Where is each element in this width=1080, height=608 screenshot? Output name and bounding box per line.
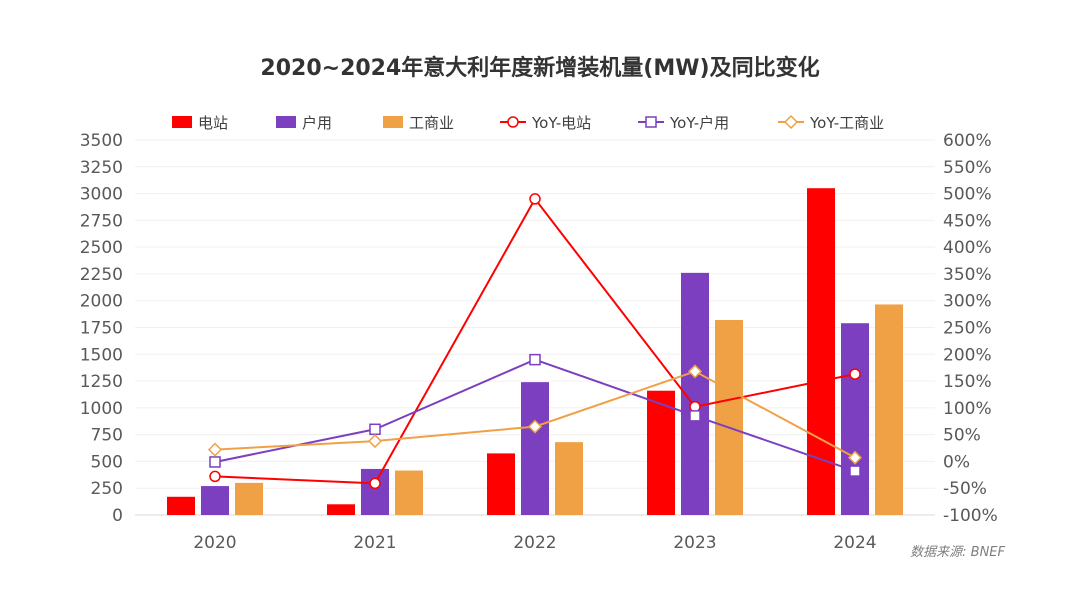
bars: [167, 188, 903, 515]
left-tick-label: 2250: [80, 265, 123, 285]
bar-工商业-2022: [555, 442, 583, 515]
marker-YoY-工商业-2023: [687, 364, 703, 379]
legend: 电站 户用 工商业 YoY-电站 YoY-户用 YoY-工商业: [172, 114, 884, 132]
right-tick-label: 350%: [943, 265, 992, 285]
x-tick-label: 2024: [833, 533, 876, 553]
source-note: 数据来源: BNEF: [910, 545, 1005, 560]
marker-YoY-户用-2023: [689, 410, 701, 422]
marker-YoY-户用-2024: [849, 465, 861, 477]
x-tick-label: 2022: [513, 533, 556, 553]
left-tick-label: 500: [91, 452, 123, 472]
marker-YoY-工商业-2024: [847, 450, 863, 465]
bar-户用-2020: [201, 486, 229, 515]
left-tick-label: 250: [91, 479, 123, 499]
legend-marker-YoY-户用: [645, 116, 657, 128]
left-tick-label: 1500: [80, 345, 123, 365]
right-tick-label: 50%: [943, 426, 981, 446]
bar-电站-2020: [167, 496, 195, 515]
right-tick-label: 600%: [943, 131, 992, 151]
left-tick-label: 2750: [80, 211, 123, 231]
legend-marker-YoY-工商业: [783, 114, 799, 130]
bar-电站-2022: [487, 453, 515, 515]
x-tick-label: 2021: [353, 533, 396, 553]
right-tick-label: 0%: [943, 452, 970, 472]
legend-label: 户用: [302, 114, 332, 132]
right-tick-label: -100%: [943, 506, 998, 526]
left-tick-label: 3500: [80, 131, 123, 151]
bar-工商业-2024: [875, 304, 903, 515]
right-tick-label: 300%: [943, 292, 992, 312]
marker-YoY-户用-2021: [369, 423, 381, 436]
legend-marker-YoY-电站: [507, 116, 519, 128]
left-tick-label: 0: [112, 506, 123, 526]
legend-label: YoY-电站: [531, 114, 591, 132]
legend-label: YoY-户用: [669, 114, 729, 132]
bar-户用-2024: [841, 323, 869, 515]
bar-电站-2021: [327, 504, 355, 515]
right-tick-label: 100%: [943, 399, 992, 419]
left-tick-label: 3250: [80, 158, 123, 178]
chart-title: 2020~2024年意大利年度新增装机量(MW)及同比变化: [260, 55, 819, 81]
left-tick-label: 2500: [80, 238, 123, 258]
legend-label: YoY-工商业: [809, 114, 884, 132]
bar-工商业-2023: [715, 320, 743, 515]
legend-label: 工商业: [409, 114, 454, 132]
marker-YoY-电站-2021: [369, 477, 381, 490]
marker-YoY-电站-2024: [849, 368, 861, 380]
lines: [207, 193, 863, 490]
left-tick-label: 750: [91, 426, 123, 446]
left-axis: 0 250 500 750 1000 1250 1500 1750 2000 2250 2500 27…: [80, 131, 123, 526]
right-tick-label: 500%: [943, 185, 992, 205]
right-tick-label: 250%: [943, 319, 992, 339]
legend-swatch-户用: [276, 116, 296, 128]
x-tick-label: 2020: [193, 533, 236, 553]
bar-电站-2023: [647, 390, 675, 515]
marker-YoY-户用-2020: [209, 456, 221, 468]
right-axis: -100% -50% 0% 50% 100% 150% 200% 250% 300% 350% 40…: [943, 131, 998, 526]
legend-label: 电站: [198, 114, 228, 132]
marker-YoY-电站-2020: [209, 470, 221, 483]
left-tick-label: 1750: [80, 319, 123, 339]
x-tick-label: 2023: [673, 533, 716, 553]
right-tick-label: 450%: [943, 211, 992, 231]
left-tick-label: 1250: [80, 372, 123, 392]
marker-YoY-工商业-2021: [367, 434, 383, 449]
right-tick-label: 550%: [943, 158, 992, 178]
right-tick-label: 150%: [943, 372, 992, 392]
left-tick-label: 3000: [80, 185, 123, 205]
bar-电站-2024: [807, 188, 835, 515]
bar-工商业-2020: [235, 482, 263, 515]
bar-户用-2022: [521, 382, 549, 515]
right-tick-label: 400%: [943, 238, 992, 258]
bar-工商业-2021: [395, 470, 423, 515]
marker-YoY-工商业-2020: [207, 442, 223, 457]
x-axis: 2020 2021 2022 2023 2024: [193, 533, 876, 553]
marker-YoY-户用-2022: [529, 353, 541, 366]
left-tick-label: 2000: [80, 292, 123, 312]
left-tick-label: 1000: [80, 399, 123, 419]
legend-swatch-电站: [172, 116, 192, 128]
bar-户用-2021: [361, 468, 389, 515]
marker-YoY-电站-2022: [529, 193, 541, 205]
right-tick-label: 200%: [943, 345, 992, 365]
legend-swatch-工商业: [383, 116, 403, 128]
right-tick-label: -50%: [943, 479, 987, 499]
marker-YoY-工商业-2022: [527, 419, 543, 434]
